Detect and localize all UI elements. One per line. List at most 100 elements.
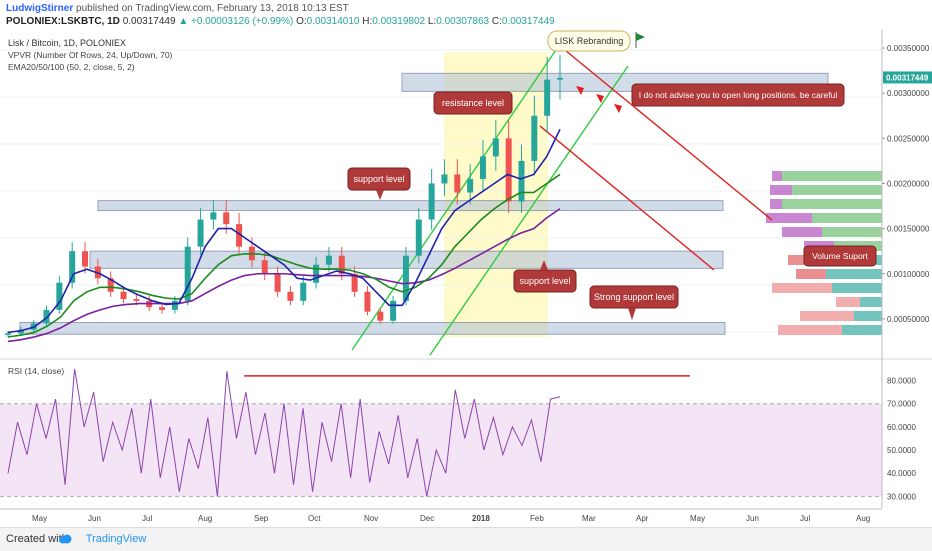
vpvr-bar-down xyxy=(772,283,832,293)
time-tick-label: Nov xyxy=(364,514,378,523)
ohlc-o-label: O: xyxy=(296,16,307,27)
candle-body xyxy=(467,178,474,193)
time-tick-label: Dec xyxy=(420,514,434,523)
legend-ema: EMA20/50/100 (50, 2, close, 5, 2) xyxy=(8,62,135,72)
price-tick-label: 0.00050000 xyxy=(887,315,930,324)
candle-body xyxy=(454,174,461,193)
ohlc-l-label: L: xyxy=(427,16,437,27)
candle-body xyxy=(544,79,551,116)
ohlc-open: 0.00314010 xyxy=(306,16,360,27)
candle-body xyxy=(120,291,127,300)
candle-body xyxy=(557,77,563,80)
vpvr-bar-up xyxy=(822,227,882,237)
support-label-upper-pointer xyxy=(376,190,384,200)
price-chart[interactable]: 0.00350000 0.00300000 0.00250000 0.00200000… xyxy=(0,30,932,527)
symbol-line: POLONIEX:LSKBTC, 1D 0.00317449 ▲ +0.0000… xyxy=(6,16,555,27)
candle-body xyxy=(56,282,63,310)
author-link[interactable]: LudwigStirner xyxy=(6,3,74,14)
ohlc-h-label: H: xyxy=(362,16,373,27)
time-tick-label: Mar xyxy=(582,514,596,523)
candle-body xyxy=(402,255,409,301)
vpvr-bar-up xyxy=(854,311,882,321)
time-tick-label: Jul xyxy=(800,514,810,523)
tradingview-cloud-icon xyxy=(59,534,72,544)
footer: Created with TradingView xyxy=(0,527,932,551)
vpvr-bar-down xyxy=(796,269,826,279)
last-price: 0.00317449 xyxy=(122,16,176,27)
candle-body xyxy=(492,138,499,157)
rsi-tick-label: 80.0000 xyxy=(887,377,916,386)
ema100-line xyxy=(7,208,561,343)
red-downtrend-upper xyxy=(559,45,773,221)
time-tick-label: May xyxy=(32,514,47,523)
time-tick-label: Sep xyxy=(254,514,269,523)
flag-icon xyxy=(636,33,645,41)
ohlc-low: 0.00307863 xyxy=(436,16,490,27)
ohlc-high: 0.00319802 xyxy=(372,16,426,27)
trend-channel-lower xyxy=(427,65,629,359)
ohlc-c-label: C: xyxy=(491,16,502,27)
price-change: ▲ +0.00003126 (+0.99%) xyxy=(178,16,294,27)
zone-bottom xyxy=(19,322,726,335)
candle-body xyxy=(505,138,512,202)
rsi-tick-label: 70.0000 xyxy=(887,400,916,409)
candle-body xyxy=(338,255,345,274)
rsi-band xyxy=(0,403,882,497)
candle-body xyxy=(313,264,320,283)
vpvr-bar-up xyxy=(842,325,882,335)
legend-vpvr: VPVR (Number Of Rows, 24, Up/Down, 70) xyxy=(8,50,173,60)
vpvr-bar-down xyxy=(770,199,782,209)
time-tick-label: Jun xyxy=(88,514,101,523)
time-tick-label: Jun xyxy=(746,514,759,523)
ema20-line xyxy=(7,128,561,334)
created-with-label: Created with xyxy=(6,533,68,545)
price-tick-label: 0.00300000 xyxy=(887,89,930,98)
candle-body xyxy=(107,278,114,292)
support-label-lower: support level xyxy=(519,276,570,286)
red-arrow-icon xyxy=(614,104,622,113)
rsi-tick-label: 30.0000 xyxy=(887,492,916,501)
candle-body xyxy=(197,219,204,247)
price-tick-label: 0.00250000 xyxy=(887,134,930,143)
candle-body xyxy=(82,251,89,267)
candle-body xyxy=(351,273,358,292)
tradingview-brand[interactable]: TradingView xyxy=(85,533,147,545)
candle-body xyxy=(133,299,140,301)
vpvr-bar-down xyxy=(770,185,792,195)
vpvr-bar-up xyxy=(812,213,882,223)
ema50-line xyxy=(7,173,561,338)
lsk-rebranding-box xyxy=(547,30,631,52)
vpvr-bar-down xyxy=(800,311,854,321)
time-tick-label: Apr xyxy=(636,514,649,523)
rsi-tick-label: 60.0000 xyxy=(887,423,916,432)
candle-body xyxy=(518,160,525,202)
candle-body xyxy=(210,212,217,220)
time-tick-label: Aug xyxy=(856,514,870,523)
candle-body xyxy=(17,329,24,334)
candle-body xyxy=(184,246,191,301)
published-text: published on TradingView.com, February 1… xyxy=(76,3,349,14)
candle-body xyxy=(428,183,435,220)
time-tick-label: Aug xyxy=(198,514,212,523)
volume-support-label-box xyxy=(803,245,877,267)
support-label-upper: support level xyxy=(353,174,404,184)
created-with: Created with TradingView xyxy=(6,533,146,545)
vpvr-bar-down xyxy=(836,297,860,307)
candle-body xyxy=(287,291,294,301)
candle-body xyxy=(274,273,281,292)
vpvr-bar-down xyxy=(772,171,782,181)
candle-body xyxy=(43,309,50,324)
publish-header: LudwigStirner published on TradingView.c… xyxy=(0,0,932,30)
candle-body xyxy=(531,115,538,161)
candle-body xyxy=(479,156,486,179)
candle-body xyxy=(236,224,243,247)
rsi-tick-label: 40.0000 xyxy=(887,469,916,478)
lsk-rebranding-label: LISK Rebranding xyxy=(555,36,624,46)
time-tick-label: May xyxy=(690,514,705,523)
last-price-marker xyxy=(883,71,932,84)
warning-label: I do not advise you to open long positio… xyxy=(639,90,838,100)
vpvr-bar-down xyxy=(782,227,822,237)
candle-body xyxy=(364,291,371,312)
price-tick-label: 0.00350000 xyxy=(887,44,930,53)
zone-mid xyxy=(97,200,724,212)
